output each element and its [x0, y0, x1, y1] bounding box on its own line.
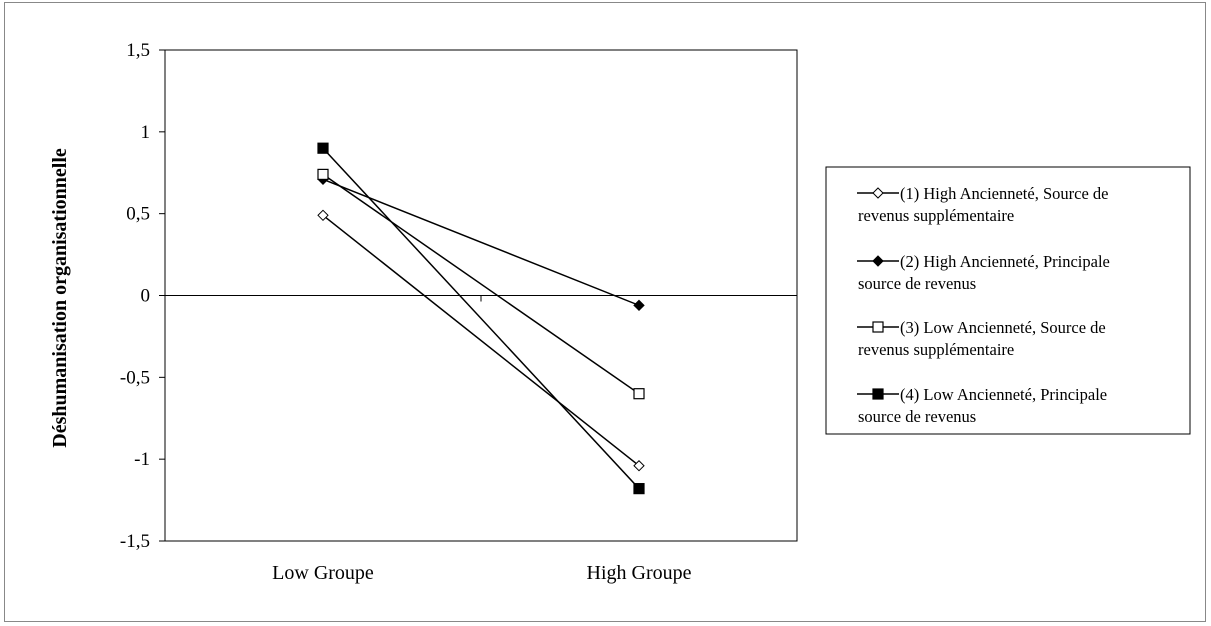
y-tick-label: -1	[134, 449, 150, 470]
data-point	[872, 388, 884, 400]
legend: (1) High Ancienneté, Source de revenus su…	[825, 166, 1191, 435]
data-point	[872, 321, 884, 333]
legend-label: source de revenus	[858, 407, 976, 426]
legend-label: (3) Low Ancienneté, Source de	[900, 318, 1106, 337]
chart-frame	[4, 2, 1206, 622]
legend-label: revenus supplémentaire	[858, 340, 1014, 359]
y-tick-label: -1,5	[120, 531, 150, 552]
data-point	[317, 142, 329, 154]
x-tick-label: Low Groupe	[272, 562, 374, 584]
legend-label: (1) High Ancienneté, Source de	[900, 184, 1108, 203]
data-point	[633, 460, 645, 472]
data-point	[317, 168, 329, 180]
series-layer	[317, 142, 645, 495]
y-tick-label: 0,5	[126, 204, 150, 225]
legend-box	[825, 166, 1191, 435]
y-tick-label: 0	[141, 286, 151, 307]
y-axis-label: Déshumanisation organisationnelle	[49, 148, 71, 448]
legend-label: (2) High Ancienneté, Principale	[900, 252, 1110, 271]
data-point	[633, 299, 645, 312]
series-line-2	[322, 178, 640, 307]
data-point	[872, 255, 884, 267]
data-point	[633, 388, 645, 400]
plot-area: 1,5 1 0,5 0 -0,5 -1 -1,5 Low Groupe High Groupe	[120, 40, 798, 584]
series-line-3	[322, 173, 640, 395]
series-line-4	[322, 147, 640, 490]
legend-label: source de revenus	[858, 274, 976, 293]
data-point	[872, 187, 884, 199]
x-tick-label: High Groupe	[587, 562, 692, 584]
y-tick-label: 1,5	[126, 40, 150, 61]
legend-label: revenus supplémentaire	[858, 206, 1014, 225]
y-tick-label: 1	[141, 122, 151, 143]
series-line-1	[322, 214, 640, 467]
y-tick-label: -0,5	[120, 367, 150, 388]
legend-label: (4) Low Ancienneté, Principale	[900, 385, 1107, 404]
data-point	[633, 483, 645, 495]
data-point	[317, 209, 329, 222]
